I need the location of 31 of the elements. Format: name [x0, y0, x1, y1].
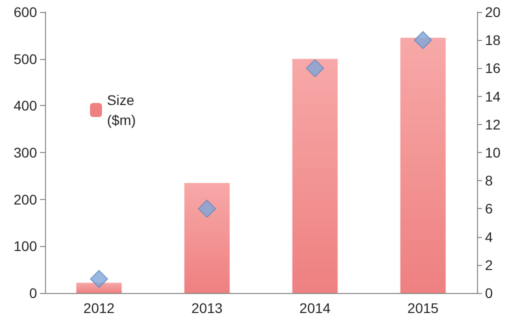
bar [292, 58, 338, 293]
x-tick-label: 2014 [299, 300, 331, 316]
y2-tick-label: 12 [485, 116, 501, 132]
bar [76, 282, 122, 293]
y2-tick-label: 14 [485, 88, 501, 104]
x-tick-label: 2012 [83, 300, 115, 316]
y-tick-label: 400 [14, 98, 38, 114]
y2-tick-label: 16 [485, 60, 501, 76]
y2-tick-label: 2 [485, 256, 493, 273]
point [306, 59, 324, 78]
point [198, 200, 216, 218]
x-tick-label: 2013 [191, 300, 223, 316]
y-tick-label: 300 [14, 144, 38, 160]
y-tick-label: 200 [14, 191, 38, 208]
bar [184, 182, 230, 293]
y2-tick-label: 6 [485, 200, 493, 217]
x-tick-label: 2015 [407, 300, 439, 316]
y-tick-label: 0 [29, 285, 38, 301]
legend-label: Size ($m) [107, 92, 136, 128]
y2-tick-label: 18 [485, 32, 501, 48]
y-tick-label: 500 [14, 50, 38, 67]
y2-tick-label: 10 [485, 144, 501, 160]
bar [400, 38, 446, 293]
y-tick-label: 100 [14, 238, 38, 254]
y2-tick-label: 20 [485, 4, 501, 20]
y2-tick-label: 0 [485, 285, 493, 301]
point [90, 270, 108, 288]
y2-tick-label: 4 [485, 228, 493, 245]
y-tick-label: 600 [14, 4, 38, 20]
y2-tick-label: 8 [485, 172, 493, 189]
point [414, 31, 432, 50]
